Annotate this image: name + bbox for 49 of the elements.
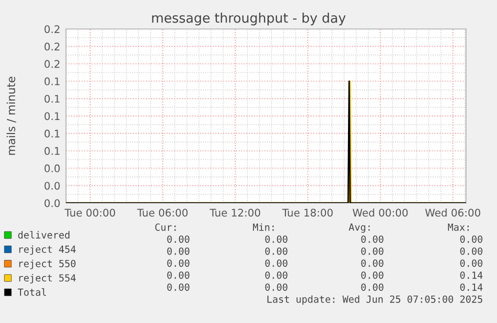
legend-label: reject 454 <box>19 245 76 255</box>
text: 0.00 <box>361 271 384 279</box>
text: 0.14 <box>460 271 483 279</box>
text: 0.00 <box>361 283 384 291</box>
y-tick-label: 0.2 <box>44 60 60 68</box>
text: 0.00 <box>265 271 288 279</box>
x-tick-label: Tue 18:00 <box>282 208 333 217</box>
text: Avg: <box>348 224 370 233</box>
text: 0.00 <box>167 235 190 243</box>
legend-label: reject 554 <box>19 274 76 284</box>
text: 0.14 <box>460 283 483 291</box>
y-tick-label: 0.1 <box>44 147 60 155</box>
text: 0.00 <box>460 259 482 267</box>
text: 0.00 <box>265 235 288 243</box>
x-tick-label: Tue 12:00 <box>210 208 260 217</box>
text: 0.00 <box>167 247 190 255</box>
text: 0.00 <box>167 271 190 279</box>
text: 0.00 <box>265 259 288 267</box>
y-tick-label: 0.1 <box>44 112 60 120</box>
chart-title: message throughput - by day <box>152 12 346 26</box>
x-tick-label: Wed 00:00 <box>352 208 408 217</box>
y-tick-label: 0.0 <box>44 199 60 208</box>
legend-label: Total <box>18 288 46 296</box>
legend-label: reject 550 <box>19 260 76 270</box>
text: Cur: <box>155 223 176 231</box>
legend-label: delivered <box>18 231 70 239</box>
y-tick-label: 0.0 <box>44 164 60 172</box>
text: 0.00 <box>265 283 288 291</box>
y-tick-label: 0.2 <box>44 25 60 34</box>
x-tick-label: Tue 00:00 <box>64 208 116 217</box>
x-tick-label: Wed 06:00 <box>425 208 480 217</box>
text: Max: <box>448 224 469 231</box>
x-tick-label: Tue 06:00 <box>137 208 188 217</box>
text: 0.00 <box>361 235 384 243</box>
text: 0.00 <box>265 247 288 255</box>
y-tick-label: 0.1 <box>44 77 60 86</box>
text: 0.00 <box>460 247 482 255</box>
y-tick-label: 0.1 <box>44 130 60 138</box>
text: 0.00 <box>460 235 482 243</box>
y-tick-label: 0.0 <box>44 182 60 190</box>
y-tick-label: 0.2 <box>44 42 60 51</box>
y-tick-label: 0.1 <box>44 94 60 103</box>
text: 0.00 <box>167 283 190 291</box>
text: Min: <box>252 223 274 231</box>
y-axis-title: mails / minute <box>6 76 16 155</box>
text: 0.00 <box>167 259 190 267</box>
text: 0.00 <box>361 259 384 267</box>
text: 0.00 <box>361 247 384 255</box>
text: Last update: Wed Jun 25 07:05:00 2025 <box>267 295 482 305</box>
